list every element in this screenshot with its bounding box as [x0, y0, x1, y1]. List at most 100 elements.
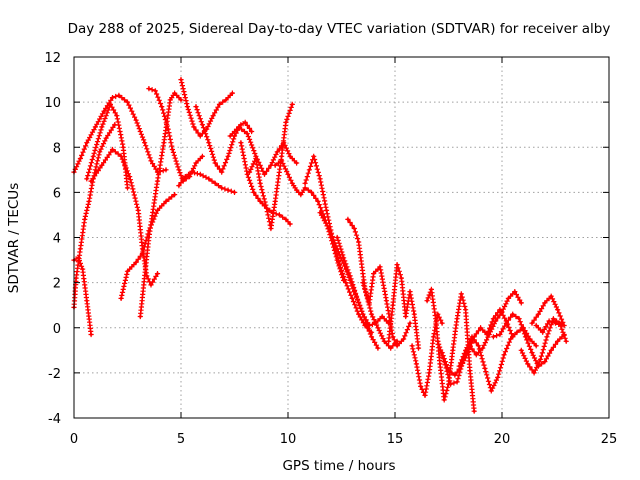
data-point [419, 385, 423, 388]
data-point [412, 312, 416, 316]
data-point [517, 317, 521, 321]
data-point [387, 339, 390, 343]
data-point [248, 170, 251, 174]
data-point [115, 114, 119, 118]
data-point [346, 218, 350, 221]
data-point [177, 168, 181, 172]
y-tick-labels: -4 -2 0 2 4 6 8 10 12 [44, 51, 61, 427]
data-point [198, 134, 202, 138]
data-point [447, 369, 450, 372]
data-point [547, 319, 551, 323]
data-point [327, 227, 331, 230]
data-point [201, 154, 204, 158]
data-point [89, 179, 93, 183]
y-tick-label: 8 [53, 141, 61, 156]
data-point [89, 333, 93, 336]
data-point [141, 251, 144, 255]
data-point [102, 109, 106, 113]
data-point [284, 121, 288, 124]
series-trace-9 [176, 169, 238, 195]
data-point [177, 184, 181, 188]
data-point [376, 326, 380, 330]
data-point [134, 118, 138, 122]
data-point [303, 181, 307, 185]
data-point [494, 319, 497, 323]
data-point [295, 161, 298, 165]
x-tick-label: 5 [177, 432, 185, 447]
data-point [179, 78, 183, 81]
series-trace-11 [193, 104, 255, 175]
data-point [357, 312, 360, 316]
data-point [552, 317, 555, 321]
series-trace-15 [272, 158, 347, 283]
data-point [91, 154, 95, 158]
data-point [532, 371, 536, 375]
data-point [404, 315, 408, 318]
data-point [534, 324, 538, 327]
data-point [269, 163, 273, 167]
series-trace-5 [88, 146, 161, 288]
data-point [179, 98, 183, 102]
data-point [286, 172, 290, 176]
data-point [117, 94, 121, 97]
data-point [245, 132, 249, 136]
data-traces [71, 77, 569, 414]
data-point [218, 103, 221, 106]
data-point [111, 148, 114, 151]
series-trace-7 [137, 90, 184, 320]
data-point [284, 218, 288, 221]
data-point [109, 103, 112, 106]
data-point [273, 163, 277, 167]
data-point [477, 344, 480, 348]
data-point [367, 301, 371, 305]
data-point [275, 150, 279, 154]
data-point [464, 308, 467, 312]
data-point [190, 170, 194, 174]
data-point [83, 218, 87, 221]
data-point [519, 348, 523, 352]
data-point [207, 177, 211, 181]
data-point [440, 321, 444, 325]
data-point [290, 103, 294, 106]
data-point [318, 177, 322, 181]
data-point [530, 351, 534, 354]
data-point [474, 353, 478, 357]
data-point [147, 87, 151, 90]
data-point [389, 346, 393, 350]
data-point [468, 369, 472, 372]
data-point [156, 179, 159, 183]
data-point [153, 89, 157, 93]
data-point [560, 324, 564, 327]
data-point [104, 136, 108, 140]
data-point [543, 301, 547, 305]
data-point [220, 170, 224, 174]
series-trace-20 [360, 264, 413, 349]
data-point [391, 303, 395, 307]
data-point [432, 335, 435, 339]
data-point [519, 301, 523, 305]
data-point [483, 367, 487, 370]
data-point [378, 265, 382, 269]
data-point [303, 186, 307, 190]
data-point [357, 240, 360, 244]
data-point [233, 191, 236, 194]
data-point [250, 130, 254, 133]
data-point [149, 283, 153, 287]
data-point [265, 206, 268, 210]
series-trace-8 [146, 86, 205, 184]
data-point [126, 100, 129, 104]
data-point [489, 389, 493, 393]
data-point [290, 181, 294, 185]
data-point [492, 317, 495, 321]
data-point [220, 186, 224, 190]
series-trace-1 [71, 92, 169, 175]
data-point [498, 308, 502, 312]
data-point [425, 299, 429, 303]
data-point [98, 150, 102, 154]
x-tick-label: 15 [387, 432, 404, 447]
data-point [128, 175, 132, 179]
data-point [226, 188, 230, 192]
series-trace-22 [409, 311, 445, 398]
